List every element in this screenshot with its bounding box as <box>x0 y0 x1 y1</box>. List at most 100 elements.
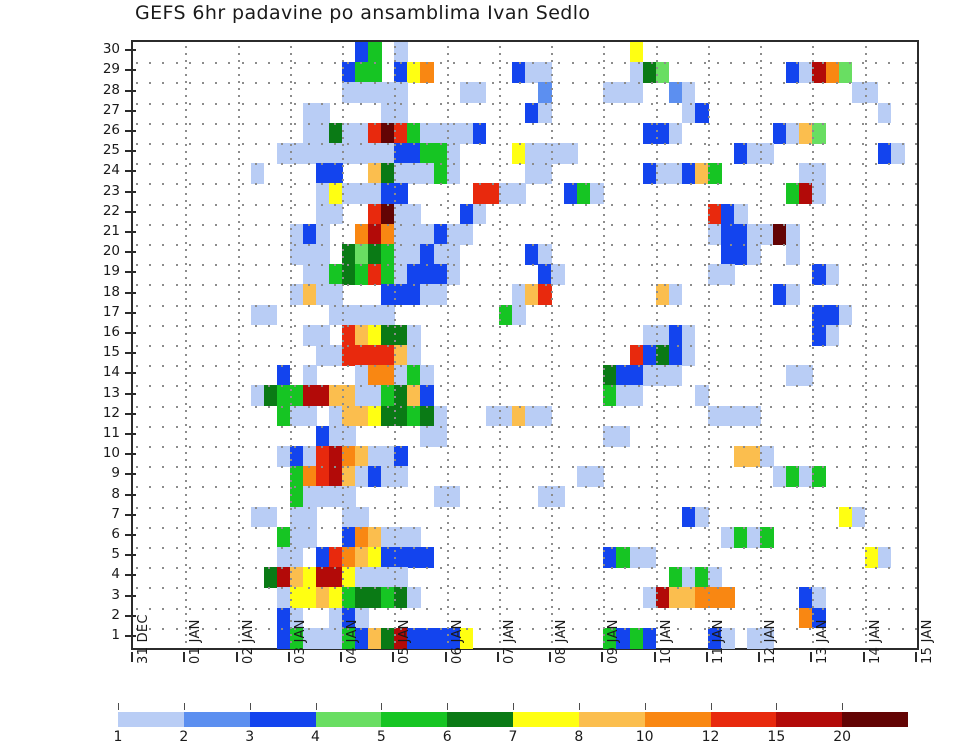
grid-dot <box>307 365 310 368</box>
heatmap-cell <box>368 405 382 427</box>
heatmap-cell <box>511 143 526 164</box>
grid-dot <box>394 256 397 258</box>
grid-dot <box>716 587 719 590</box>
grid-dot <box>498 123 501 125</box>
grid-dot <box>760 312 763 314</box>
grid-dot <box>655 508 658 510</box>
grid-dot <box>655 431 658 433</box>
grid-dot <box>281 203 284 206</box>
grid-dot <box>228 526 231 529</box>
grid-dot <box>655 144 658 146</box>
grid-dot <box>707 186 710 188</box>
grid-dot <box>342 571 345 573</box>
grid-dot <box>334 425 336 428</box>
grid-dot <box>342 95 345 97</box>
grid-dot <box>320 446 323 448</box>
grid-dot <box>347 244 350 246</box>
grid-dot <box>655 564 658 566</box>
grid-dot <box>796 446 798 448</box>
heatmap-cell <box>655 62 670 83</box>
heatmap-cell <box>525 405 539 427</box>
grid-dot <box>394 543 397 545</box>
heatmap-cell <box>329 547 343 568</box>
grid-dot <box>202 163 204 166</box>
grid-dot <box>446 347 449 349</box>
grid-dot <box>439 627 442 630</box>
grid-dot <box>655 613 658 615</box>
grid-dot <box>864 550 867 552</box>
grid-dot <box>498 382 501 384</box>
grid-dot <box>439 405 442 408</box>
grid-dot <box>294 163 297 166</box>
grid-dot <box>756 264 759 267</box>
grid-dot <box>901 62 904 65</box>
grid-dot <box>413 466 416 469</box>
grid-dot <box>175 203 178 206</box>
grid-dot <box>864 74 867 76</box>
heatmap-cell <box>420 122 435 144</box>
grid-dot <box>466 526 468 529</box>
grid-dot <box>281 324 284 327</box>
grid-dot <box>655 221 658 223</box>
grid-dot <box>394 340 397 342</box>
grid-dot <box>439 82 442 85</box>
grid-dot <box>760 228 763 230</box>
grid-dot <box>551 235 554 237</box>
heatmap-cell <box>315 385 330 407</box>
grid-dot <box>446 550 449 552</box>
grid-dot <box>347 304 350 307</box>
grid-dot <box>452 446 455 448</box>
grid-dot <box>446 536 449 538</box>
grid-dot <box>707 144 710 146</box>
grid-dot <box>637 547 640 549</box>
grid-dot <box>289 165 292 167</box>
y-tick-mark <box>125 352 136 355</box>
grid-dot <box>185 242 188 244</box>
grid-dot <box>149 587 152 590</box>
grid-dot <box>707 410 710 412</box>
grid-dot <box>237 228 240 230</box>
grid-dot <box>690 486 693 489</box>
grid-dot <box>188 567 191 570</box>
grid-dot <box>875 203 878 206</box>
grid-dot <box>386 223 389 226</box>
grid-dot <box>835 607 838 610</box>
grid-dot <box>743 223 746 226</box>
grid-dot <box>571 365 574 368</box>
heatmap-cell <box>681 82 696 104</box>
heatmap-cell <box>315 203 330 225</box>
grid-dot <box>394 438 397 440</box>
grid-dot <box>289 354 292 356</box>
grid-dot <box>294 203 297 206</box>
grid-dot <box>162 446 165 448</box>
grid-dot <box>888 627 891 630</box>
colorbar-segment <box>776 712 843 727</box>
grid-dot <box>532 183 534 186</box>
grid-dot <box>716 607 719 610</box>
heatmap-cell <box>799 183 814 205</box>
grid-dot <box>413 102 416 105</box>
grid-dot <box>864 263 867 265</box>
grid-dot <box>215 385 218 388</box>
grid-dot <box>848 82 851 85</box>
grid-dot <box>373 567 376 570</box>
grid-dot <box>743 264 746 267</box>
grid-dot <box>237 473 240 475</box>
grid-dot <box>707 396 710 398</box>
grid-dot <box>864 228 867 230</box>
grid-dot <box>188 284 191 287</box>
grid-dot <box>677 122 680 125</box>
grid-dot <box>864 634 867 636</box>
grid-dot <box>202 567 204 570</box>
grid-dot <box>342 550 345 552</box>
grid-dot <box>664 587 666 590</box>
grid-dot <box>756 102 759 105</box>
heatmap-cell <box>302 223 317 245</box>
grid-dot <box>479 122 482 125</box>
grid-dot <box>809 425 812 428</box>
grid-dot <box>228 304 231 307</box>
grid-dot <box>289 228 292 230</box>
heatmap-cell <box>407 627 422 649</box>
grid-dot <box>551 193 554 195</box>
grid-dot <box>289 137 292 139</box>
